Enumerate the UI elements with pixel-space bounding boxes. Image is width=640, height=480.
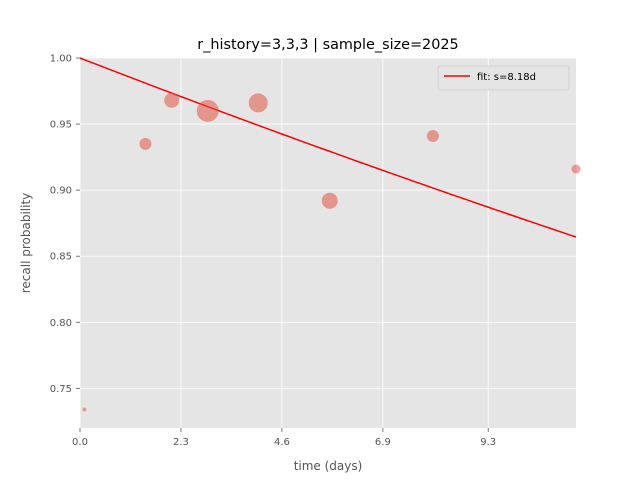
scatter-point (571, 164, 581, 174)
x-tick-label: 6.9 (375, 437, 391, 448)
plot-area (80, 58, 576, 428)
x-axis-ticks: 0.0 2.3 4.6 6.9 9.3 (72, 428, 496, 448)
scatter-point (164, 92, 180, 108)
x-tick-label: 2.3 (173, 437, 189, 448)
scatter-point (139, 137, 152, 150)
y-tick-label: 0.95 (50, 120, 72, 131)
y-tick-label: 0.80 (50, 318, 72, 329)
scatter-point (248, 93, 268, 113)
x-tick-label: 4.6 (274, 437, 290, 448)
chart-title: r_history=3,3,3 | sample_size=2025 (197, 37, 458, 53)
legend-label: fit: s=8.18d (477, 72, 536, 83)
scatter-point (426, 129, 439, 142)
x-tick-label: 0.0 (72, 437, 88, 448)
legend-box (437, 65, 570, 91)
y-axis-ticks: 0.75 0.80 0.85 0.90 0.95 1.00 (50, 54, 80, 395)
fit-line-group (79, 57, 577, 238)
scatter-point (196, 99, 219, 122)
x-tick-label: 9.3 (480, 437, 496, 448)
x-axis-label: time (days) (294, 459, 363, 473)
y-tick-label: 1.00 (50, 54, 72, 65)
scatter-points (82, 92, 581, 412)
y-tick-label: 0.85 (50, 252, 72, 263)
scatter-point (321, 192, 338, 209)
legend: fit: s=8.18d (437, 65, 570, 91)
y-tick-label: 0.90 (50, 186, 72, 197)
scatter-point (82, 407, 87, 412)
grid (79, 57, 576, 428)
fit-line (79, 57, 577, 238)
y-tick-label: 0.75 (50, 384, 72, 395)
y-axis-label: recall probability (19, 193, 33, 294)
